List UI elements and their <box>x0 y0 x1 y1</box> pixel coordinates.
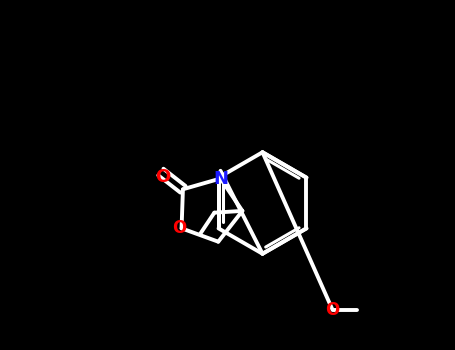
Text: O: O <box>155 168 170 186</box>
Text: O: O <box>325 301 339 319</box>
Text: O: O <box>172 219 186 237</box>
Text: N: N <box>213 169 228 188</box>
